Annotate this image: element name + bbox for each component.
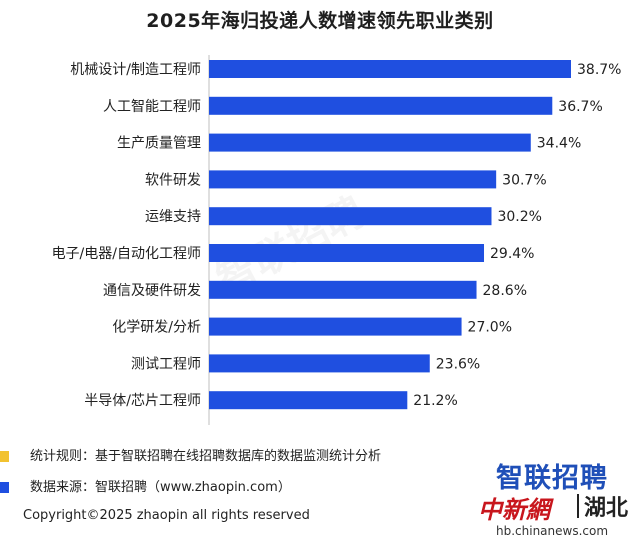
value-label: 34.4%: [537, 136, 581, 152]
bar: [209, 170, 497, 189]
value-label: 28.6%: [483, 283, 527, 299]
bar-chart: 机械设计/制造工程师 38.7% 人工智能工程师 36.7% 生产质量管理 34.4% 软件…: [52, 55, 621, 425]
value-label: 23.6%: [436, 356, 480, 372]
bars-group: 机械设计/制造工程师 38.7% 人工智能工程师 36.7% 生产质量管理 34.4% 软件…: [52, 60, 621, 410]
category-label: 软件研发: [145, 172, 201, 188]
category-label: 机械设计/制造工程师: [70, 62, 201, 78]
category-label: 人工智能工程师: [103, 99, 201, 115]
bar: [209, 207, 492, 226]
value-label: 27.0%: [468, 320, 512, 336]
bar: [209, 244, 485, 262]
category-label: 半导体/芯片工程师: [84, 393, 201, 409]
category-label: 化学研发/分析: [112, 320, 201, 336]
note-marker-blue: [0, 482, 9, 493]
note-source: 数据来源：智联招聘（www.zhaopin.com）: [0, 477, 470, 499]
notes-section: 统计规则：基于智联招聘在线招聘数据库的数据监测统计分析 数据来源：智联招聘（ww…: [0, 446, 470, 508]
category-label: 电子/电器/自动化工程师: [52, 246, 201, 262]
bar: [209, 317, 462, 336]
value-label: 21.2%: [413, 393, 457, 409]
bar: [209, 391, 408, 410]
bar: [209, 280, 477, 299]
chart-title: 2025年海归投递人数增速领先职业类别: [146, 10, 494, 32]
chinanews-url: hb.chinanews.com: [496, 524, 609, 538]
category-label: 生产质量管理: [117, 136, 201, 152]
bar: [209, 133, 531, 152]
value-label: 30.7%: [502, 172, 546, 188]
value-label: 36.7%: [558, 99, 602, 115]
note-rule-text: 统计规则：基于智联招聘在线招聘数据库的数据监测统计分析: [30, 449, 382, 464]
category-label: 测试工程师: [131, 356, 201, 372]
logo-divider: [577, 494, 579, 518]
category-label: 通信及硬件研发: [103, 283, 201, 299]
bar: [209, 96, 553, 115]
value-label: 38.7%: [577, 62, 621, 78]
hubei-logo: 湖北: [584, 496, 629, 521]
chinanews-logo: 中新網: [478, 495, 550, 524]
zhaopin-logo: 智联招聘: [496, 463, 608, 494]
copyright-text: Copyright©2025 zhaopin all rights reserv…: [23, 508, 310, 523]
category-label: 运维支持: [145, 209, 201, 225]
note-marker-yellow: [0, 451, 9, 462]
bar: [209, 354, 430, 373]
bar: [209, 60, 571, 78]
value-label: 29.4%: [490, 246, 534, 262]
value-label: 30.2%: [497, 209, 541, 225]
note-rule: 统计规则：基于智联招聘在线招聘数据库的数据监测统计分析: [0, 446, 470, 468]
note-source-text: 数据来源：智联招聘（www.zhaopin.com）: [30, 480, 291, 495]
